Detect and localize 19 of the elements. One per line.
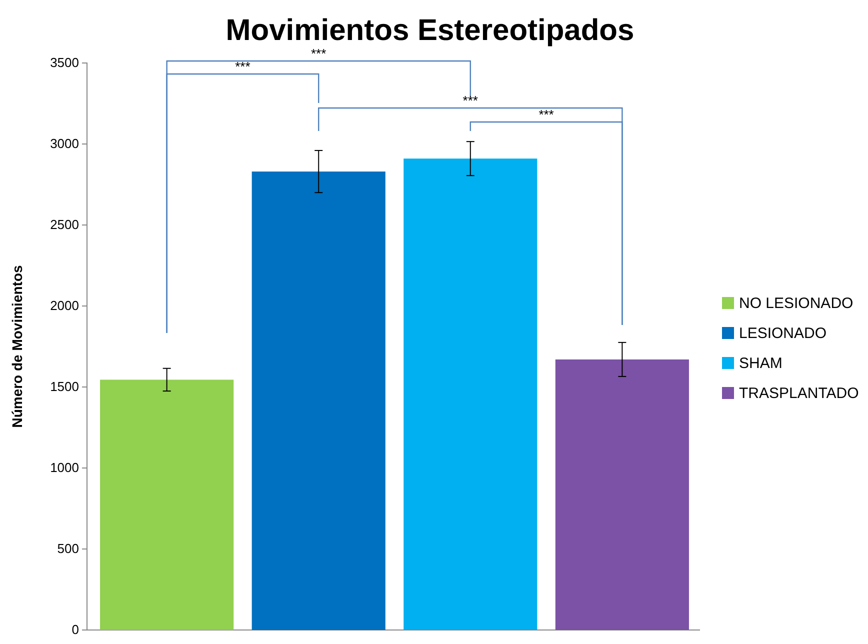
legend-label: NO LESIONADO: [739, 295, 854, 312]
y-tick-label: 1000: [50, 460, 79, 476]
annotation: ***: [235, 59, 250, 74]
legend-label: LESIONADO: [739, 325, 827, 342]
y-tick-label: 3000: [50, 136, 79, 152]
annotation: ***: [538, 107, 554, 122]
y-axis-title: Número de Movimientos: [9, 265, 25, 428]
significance-bracket: ***: [166, 59, 320, 333]
y-tick-label: 500: [57, 541, 79, 556]
legend-label: SHAM: [739, 355, 782, 372]
y-tick-label: 2500: [50, 217, 79, 232]
y-tick-label: 3500: [50, 55, 79, 70]
chart-title: Movimientos Estereotipados: [226, 14, 634, 47]
legend-label: TRASPLANTADO: [739, 385, 859, 402]
significance-bracket: ***: [470, 107, 623, 325]
y-tick-label: 1500: [50, 379, 79, 394]
annotation: ***: [462, 93, 478, 108]
y-tick-label: 0: [72, 622, 79, 638]
y-tick-label: 2000: [50, 298, 79, 314]
